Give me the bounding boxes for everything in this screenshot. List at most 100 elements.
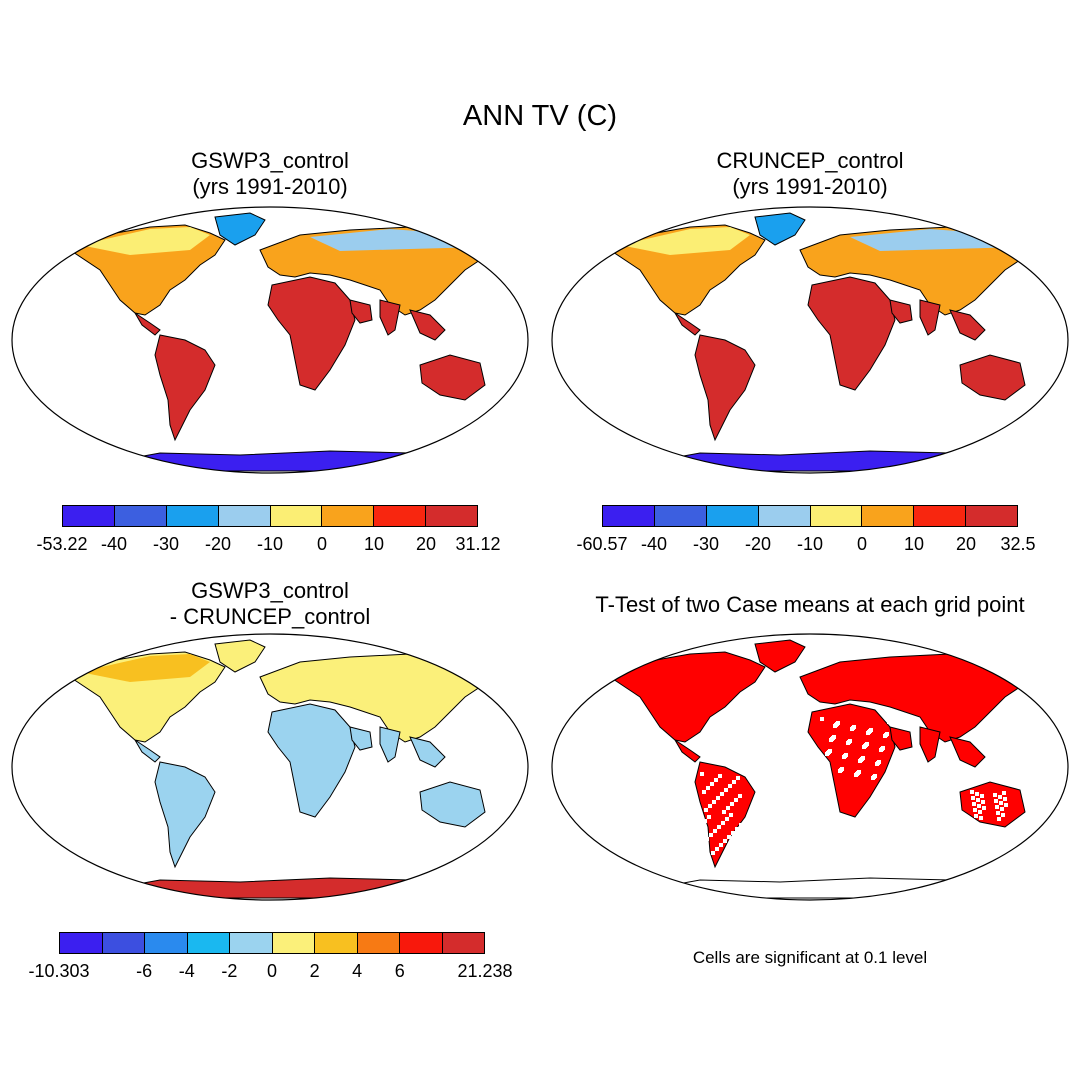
nonsignificant-cell <box>728 784 732 788</box>
colorbar-tick-label: 10 <box>903 534 925 554</box>
bottom-left-title-line2: - CRUNCEP_control <box>169 604 371 629</box>
colorbar-cruncep-ticks: -60.57 -40 -30 -20 -10 0 10 20 32.5 <box>576 534 1035 554</box>
nonsignificant-cell <box>737 845 741 849</box>
nonsignificant-cell <box>721 821 725 825</box>
continent-india <box>919 299 941 336</box>
nonsignificant-cell <box>978 810 982 814</box>
colorbar-tick-label: -20 <box>744 534 772 554</box>
nonsignificant-cell <box>825 752 829 756</box>
nonsignificant-cell <box>736 776 740 780</box>
colorbar-tick-label: -30 <box>692 534 720 554</box>
nonsignificant-cell <box>998 795 1002 799</box>
colorbar-tick-label: -4 <box>178 961 195 981</box>
nonsignificant-cell <box>700 772 704 776</box>
continent-seAsia <box>949 736 986 768</box>
map-gswp3-control <box>11 206 529 474</box>
continent-greenland <box>754 639 806 673</box>
continent-centralAmerica <box>674 739 701 763</box>
colorbar-cell <box>914 506 967 526</box>
nonsignificant-cell <box>738 794 742 798</box>
nonsignificant-cell <box>993 793 997 797</box>
continent-greenland <box>214 212 266 246</box>
colorbar-cell <box>60 933 103 953</box>
significance-note: Cells are significant at 0.1 level <box>692 948 928 967</box>
continent-southAmerica <box>154 334 216 442</box>
nonsignificant-cell <box>887 720 891 724</box>
continent-antarctica <box>103 450 462 472</box>
nonsignificant-cell <box>730 802 734 806</box>
colorbar-cell <box>63 506 115 526</box>
nonsignificant-cell <box>714 778 718 782</box>
nonsignificant-cell <box>999 801 1003 805</box>
colorbar-gswp3 <box>62 505 478 527</box>
colorbar-tick-label: -40 <box>640 534 668 554</box>
nonsignificant-cell <box>708 804 712 808</box>
nonsignificant-cell <box>734 798 738 802</box>
continent-africa <box>807 276 896 391</box>
nonsignificant-cell <box>995 805 999 809</box>
continent-india <box>379 726 401 763</box>
continent-antarctica <box>643 450 1002 472</box>
map-cruncep-control <box>551 206 1069 474</box>
nonsignificant-cell <box>720 792 724 796</box>
continent-australia <box>419 354 486 401</box>
colorbar-tick-label: 21.238 <box>457 961 513 981</box>
continent-arabia <box>349 726 373 751</box>
colorbar-cell <box>102 933 145 953</box>
colorbar-difference-ticks: -10.303 -6 -4 -2 0 2 4 6 21.238 <box>28 961 512 981</box>
nonsignificant-cell <box>703 819 707 823</box>
nonsignificant-cell <box>976 798 980 802</box>
map-border <box>551 633 1069 901</box>
figure-title: ANN TV (C) <box>462 100 618 132</box>
nonsignificant-cell <box>972 802 976 806</box>
top-left-panel-title: GSWP3_control (yrs 1991-2010) <box>70 148 470 200</box>
colorbar-cell <box>357 933 400 953</box>
nonsignificant-cell <box>701 841 705 845</box>
nonsignificant-cell <box>709 833 713 837</box>
continent-antarctica <box>643 877 1002 899</box>
nonsignificant-cell <box>858 759 862 763</box>
continent-arabia <box>889 726 913 751</box>
map-ttest-significance <box>551 633 1069 901</box>
colorbar-cell <box>272 933 315 953</box>
map-border <box>11 633 529 901</box>
colorbar-tick-label: -10 <box>796 534 824 554</box>
bottom-left-panel-title: GSWP3_control - CRUNCEP_control <box>70 578 470 630</box>
map-difference <box>11 633 529 901</box>
colorbar-tick-label: -10 <box>256 534 284 554</box>
nonsignificant-cell <box>821 766 825 770</box>
colorbar-tick-label: -40 <box>100 534 128 554</box>
nonsignificant-cell <box>704 808 708 812</box>
colorbar-tick-label: 10 <box>363 534 385 554</box>
nonsignificant-cell <box>712 800 716 804</box>
nonsignificant-cell <box>979 816 983 820</box>
continent-greenland <box>214 639 266 673</box>
nonsignificant-cell <box>996 811 1000 815</box>
colorbar-cell <box>654 506 707 526</box>
continent-arabia <box>889 299 913 324</box>
top-left-title-line1: GSWP3_control <box>191 148 349 173</box>
north-band <box>80 227 210 255</box>
colorbar-cell <box>315 933 358 953</box>
colorbar-cell <box>187 933 230 953</box>
colorbar-cell <box>426 506 477 526</box>
colorbar-tick-label: 6 <box>394 961 405 981</box>
nonsignificant-cell <box>727 835 731 839</box>
nonsignificant-cell <box>732 780 736 784</box>
nonsignificant-cell <box>879 748 883 752</box>
colorbar-cell <box>603 506 655 526</box>
nonsignificant-cell <box>713 829 717 833</box>
nonsignificant-cell <box>705 837 709 841</box>
nonsignificant-cell <box>838 769 842 773</box>
nonsignificant-cell <box>973 808 977 812</box>
nonsignificant-cell <box>982 806 986 810</box>
nonsignificant-cell <box>716 796 720 800</box>
bottom-right-title-line1: T-Test of two Case means at each grid po… <box>595 592 1025 617</box>
colorbar-tick-label: 0 <box>266 961 278 981</box>
nonsignificant-cell <box>735 827 739 831</box>
colorbar-cell <box>400 933 443 953</box>
nonsignificant-cell <box>997 817 1001 821</box>
continent-centralAmerica <box>674 312 701 336</box>
nonsignificant-cell <box>739 823 743 827</box>
nonsignificant-cell <box>702 790 706 794</box>
